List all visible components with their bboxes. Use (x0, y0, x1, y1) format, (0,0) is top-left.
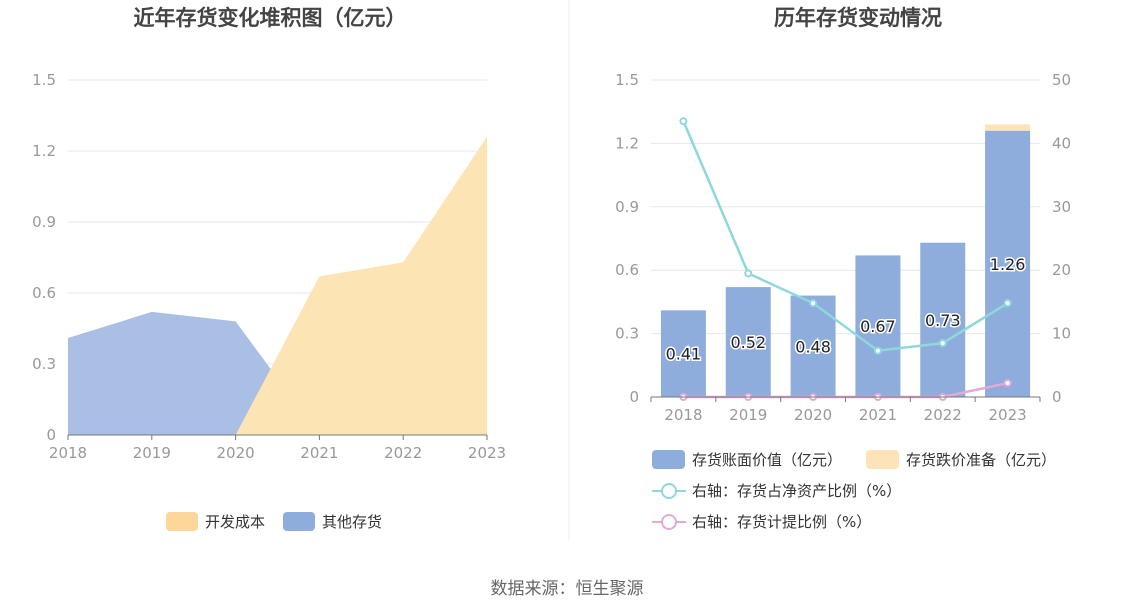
bar-book-value (920, 242, 966, 397)
left-y-tick-label: 0.9 (32, 213, 56, 231)
right-right-y-tick-label: 40 (1052, 134, 1071, 152)
legend-label-net-asset-ratio[interactable]: 右轴：存货占净资产比例（%） (692, 482, 901, 500)
net-asset-ratio-line (682, 120, 1009, 353)
left-x-axis: 2018 2019 2020 2021 2022 2023 (49, 434, 506, 462)
data-source-note: 数据来源：恒生聚源 (490, 579, 644, 599)
legend-label-impairment[interactable]: 存货跌价准备（亿元） (906, 451, 1056, 469)
right-x-axis: 2018 2019 2020 2021 2022 2023 (650, 396, 1041, 424)
left-x-tick-label: 2018 (49, 444, 87, 462)
bar-book-value (790, 295, 836, 397)
left-y-tick-label: 0 (46, 426, 56, 444)
left-y-tick-label: 1.2 (32, 142, 56, 160)
right-left-y-tick-label: 1.2 (615, 134, 639, 152)
right-left-y-tick-labels: 0 0.3 0.6 0.9 1.2 1.5 (615, 71, 639, 406)
bar-value-label: 1.26 (990, 255, 1026, 274)
bar-value-label: 0.52 (730, 333, 766, 352)
bar-value-label: 0.41 (666, 345, 702, 364)
legend-label-dev-cost[interactable]: 开发成本 (205, 513, 265, 531)
right-left-y-tick-label: 1.5 (615, 71, 639, 89)
right-right-y-tick-label: 50 (1052, 71, 1071, 89)
left-stacked-area-chart: 近年存货变化堆积图（亿元） 00.30.60.91.21.5 2018 2019 2… (32, 6, 506, 531)
right-bar-series (660, 124, 1031, 397)
bar-value-label: 0.48 (795, 337, 831, 356)
right-left-y-tick-label: 0.3 (615, 325, 639, 343)
legend-marker-net-asset-ratio[interactable] (661, 483, 677, 499)
net-asset-ratio-point (744, 269, 753, 278)
right-right-y-tick-label: 20 (1052, 261, 1071, 279)
legend-label-book-value[interactable]: 存货账面价值（亿元） (692, 451, 842, 469)
right-left-y-tick-label: 0.9 (615, 198, 639, 216)
right-x-tick-label: 2019 (729, 406, 767, 424)
left-legend: 开发成本 其他存货 (166, 512, 382, 531)
bar-value-label: 0.73 (925, 311, 961, 330)
left-x-tick-label: 2023 (468, 444, 506, 462)
right-right-y-tick-label: 0 (1052, 388, 1062, 406)
area-other-inventory (68, 311, 487, 435)
net-asset-ratio-point (938, 339, 947, 348)
right-chart-title: 历年存货变动情况 (774, 6, 942, 30)
left-y-tick-label: 0.6 (32, 284, 56, 302)
right-x-tick-label: 2021 (859, 406, 897, 424)
bar-book-value (985, 130, 1031, 397)
bar-book-value (855, 255, 901, 397)
right-x-tick-label: 2018 (664, 406, 702, 424)
legend-swatch-impairment[interactable] (866, 450, 899, 469)
net-asset-ratio-point (679, 117, 688, 126)
bar-book-value (725, 287, 771, 397)
left-x-tick-label: 2022 (384, 444, 422, 462)
right-left-y-tick-label: 0 (629, 388, 639, 406)
left-x-tick-label: 2019 (133, 444, 171, 462)
legend-swatch-other-inventory[interactable] (283, 512, 315, 531)
right-right-y-tick-label: 30 (1052, 198, 1071, 216)
provision-ratio-point (1003, 379, 1012, 388)
right-x-tick-label: 2020 (794, 406, 832, 424)
legend-swatch-dev-cost[interactable] (166, 512, 198, 531)
net-asset-ratio-point (873, 346, 882, 355)
left-area-series (68, 136, 487, 436)
left-y-tick-labels: 0 0.3 0.6 0.9 1.2 1.5 (32, 71, 56, 444)
net-asset-ratio-point (809, 299, 818, 308)
legend-label-other-inventory[interactable]: 其他存货 (322, 513, 382, 531)
legend-swatch-book-value[interactable] (652, 450, 685, 469)
bar-book-value (660, 310, 706, 397)
right-grid (651, 79, 1040, 398)
right-bar-line-chart: 历年存货变动情况 0 0.3 0.6 0.9 1.2 1.5 0 10 20 30 40 50 0.… (615, 6, 1071, 531)
right-right-y-tick-label: 10 (1052, 325, 1071, 343)
left-y-tick-label: 0.3 (32, 355, 56, 373)
left-y-tick-label: 1.5 (32, 71, 56, 89)
legend-label-provision-ratio[interactable]: 右轴：存货计提比例（%） (692, 513, 871, 531)
right-legend: 存货账面价值（亿元） 存货跌价准备（亿元） 右轴：存货占净资产比例（%） 右轴：… (652, 450, 1056, 531)
bar-impairment (985, 124, 1031, 131)
left-x-tick-label: 2021 (300, 444, 338, 462)
area-dev-cost (68, 136, 487, 436)
right-x-tick-label: 2023 (988, 406, 1026, 424)
right-right-y-tick-labels: 0 10 20 30 40 50 (1052, 71, 1071, 406)
left-chart-title: 近年存货变化堆积图（亿元） (134, 6, 407, 30)
right-left-y-tick-label: 0.6 (615, 261, 639, 279)
bar-value-label: 0.67 (860, 317, 896, 336)
net-asset-ratio-point (1003, 299, 1012, 308)
right-x-tick-label: 2022 (924, 406, 962, 424)
legend-marker-provision-ratio[interactable] (661, 514, 677, 530)
right-bar-value-labels: 0.41 0.52 0.48 0.67 0.73 1.26 (664, 253, 1027, 365)
left-x-tick-label: 2020 (217, 444, 255, 462)
